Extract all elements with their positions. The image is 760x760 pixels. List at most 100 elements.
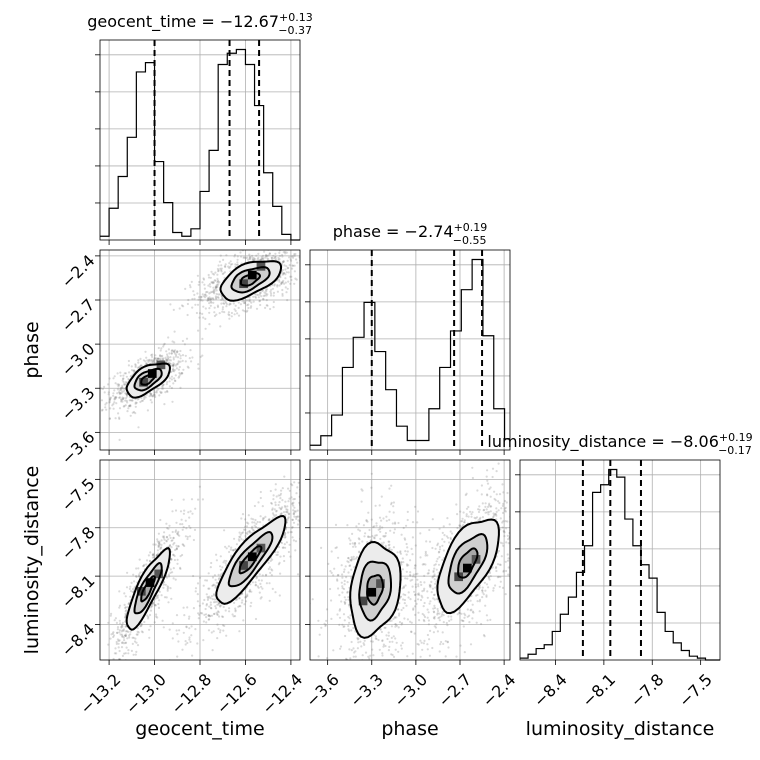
scatter-point — [208, 615, 211, 618]
scatter-point — [277, 258, 280, 262]
scatter-point — [124, 372, 127, 375]
scatter-point — [124, 634, 127, 637]
scatter-point — [277, 545, 281, 549]
scatter-point — [271, 247, 273, 249]
scatter-point — [466, 615, 469, 618]
scatter-point — [244, 525, 247, 528]
scatter-point — [208, 311, 211, 314]
scatter-point — [155, 597, 158, 600]
scatter-point — [104, 669, 106, 671]
scatter-point — [302, 299, 304, 301]
scatter-point — [288, 489, 291, 492]
scatter-point — [131, 590, 134, 594]
scatter-point — [334, 523, 338, 527]
scatter-point — [291, 484, 294, 487]
scatter-point — [483, 581, 486, 584]
scatter-point — [137, 359, 140, 362]
scatter-point — [202, 620, 205, 623]
scatter-point — [225, 305, 228, 308]
scatter-point — [235, 543, 238, 546]
scatter-point — [411, 585, 414, 588]
scatter-point — [127, 377, 130, 381]
scatter-point — [159, 518, 162, 522]
scatter-point — [287, 531, 290, 534]
scatter-point — [246, 258, 250, 261]
scatter-point — [170, 558, 173, 561]
scatter-point — [116, 631, 119, 634]
scatter-point — [506, 491, 509, 495]
scatter-point — [298, 242, 300, 244]
scatter-point — [354, 655, 357, 658]
scatter-point — [140, 630, 143, 633]
scatter-point — [329, 587, 332, 591]
scatter-point — [431, 646, 434, 650]
scatter-point — [121, 396, 124, 399]
scatter-point — [394, 616, 397, 619]
scatter-point — [242, 531, 245, 534]
scatter-point — [216, 267, 219, 271]
scatter-point — [281, 269, 284, 272]
scatter-point — [88, 671, 90, 673]
scatter-point — [166, 390, 169, 393]
scatter-point — [168, 575, 171, 578]
scatter-point — [495, 514, 498, 517]
scatter-point — [358, 529, 362, 532]
scatter-point — [167, 527, 170, 530]
scatter-point — [351, 532, 354, 536]
scatter-point — [118, 639, 121, 642]
scatter-point — [240, 532, 243, 535]
scatter-point — [293, 245, 295, 247]
scatter-point — [484, 511, 487, 514]
scatter-point — [109, 396, 112, 399]
scatter-point — [251, 258, 254, 262]
density-bin — [239, 279, 248, 289]
scatter-point — [236, 598, 239, 601]
scatter-point — [271, 517, 274, 520]
scatter-point — [399, 550, 402, 553]
scatter-point — [152, 358, 155, 361]
scatter-point — [225, 301, 228, 304]
scatter-point — [140, 623, 143, 627]
scatter-point — [484, 505, 487, 508]
scatter-point — [346, 581, 349, 584]
scatter-point — [214, 285, 217, 288]
scatter-point — [417, 583, 420, 586]
scatter-point — [228, 262, 231, 265]
scatter-point — [222, 629, 225, 632]
scatter-point — [254, 242, 256, 244]
scatter-point — [207, 273, 210, 277]
scatter-point — [350, 568, 353, 571]
scatter-point — [207, 284, 210, 287]
scatter-point — [148, 358, 151, 361]
scatter-point — [459, 525, 462, 528]
scatter-point — [201, 293, 204, 296]
scatter-point — [367, 535, 370, 539]
scatter-point — [187, 511, 190, 514]
scatter-point — [172, 368, 175, 371]
scatter-point — [267, 567, 270, 571]
scatter-point — [170, 386, 173, 390]
scatter-point — [147, 615, 150, 618]
scatter-point — [177, 530, 180, 534]
scatter-point — [115, 396, 118, 399]
scatter-point — [121, 386, 124, 389]
scatter-point — [212, 297, 215, 300]
scatter-point — [163, 580, 166, 584]
scatter-point — [486, 482, 490, 485]
scatter-point — [162, 357, 165, 360]
scatter-point — [416, 521, 419, 524]
scatter-point — [104, 403, 107, 406]
density-bin — [154, 569, 164, 579]
scatter-point — [265, 299, 268, 302]
scatter-point — [135, 633, 138, 636]
scatter-point — [130, 369, 134, 372]
scatter-point — [353, 542, 357, 545]
scatter-point — [350, 556, 353, 559]
scatter-point — [286, 259, 289, 262]
scatter-point — [177, 533, 180, 536]
scatter-point — [216, 613, 219, 617]
scatter-point — [367, 511, 370, 514]
scatter-point — [173, 554, 176, 558]
scatter-point — [229, 548, 232, 551]
scatter-point — [290, 531, 293, 534]
